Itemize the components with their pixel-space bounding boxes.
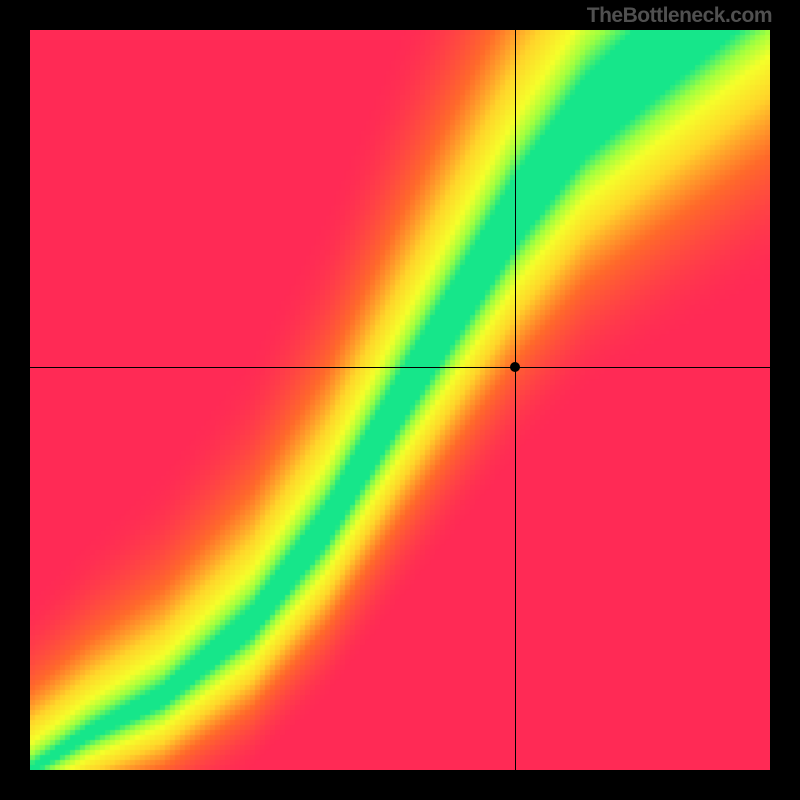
- heatmap-canvas: [30, 30, 770, 770]
- crosshair-marker: [510, 362, 520, 372]
- crosshair-vertical: [515, 30, 516, 770]
- watermark-text: TheBottleneck.com: [587, 4, 772, 28]
- crosshair-horizontal: [30, 367, 770, 368]
- plot-area: [30, 30, 770, 770]
- chart-container: TheBottleneck.com: [0, 0, 800, 800]
